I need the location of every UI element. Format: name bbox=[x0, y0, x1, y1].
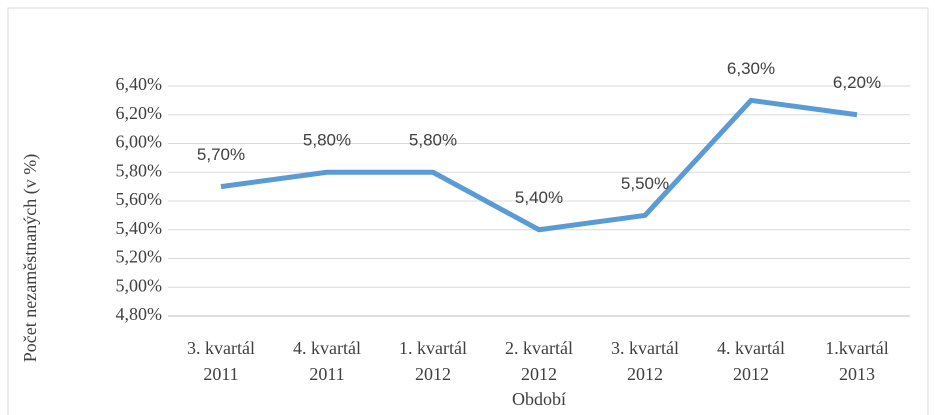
y-tick-label: 5,60% bbox=[116, 189, 163, 209]
data-label: 5,80% bbox=[409, 131, 457, 150]
x-tick-label: 1.kvartál 2013 bbox=[825, 338, 888, 384]
data-label: 5,40% bbox=[515, 188, 563, 207]
x-tick-line: 1. kvartál bbox=[399, 338, 467, 358]
x-tick-label: 4. kvartál 2012 bbox=[717, 338, 785, 384]
data-label: 5,70% bbox=[197, 145, 245, 164]
x-tick-line: 4. kvartál bbox=[717, 338, 785, 358]
x-tick-line: 2011 bbox=[309, 364, 344, 384]
y-tick-label: 5,20% bbox=[116, 247, 163, 267]
x-tick-label: 4. kvartál 2011 bbox=[293, 338, 361, 384]
data-label: 6,30% bbox=[727, 59, 775, 78]
x-tick-label: 3. kvartál 2011 bbox=[187, 338, 255, 384]
x-tick-line: 1.kvartál bbox=[825, 338, 888, 358]
x-tick-line: 2012 bbox=[415, 364, 451, 384]
x-tick-line: 3. kvartál bbox=[187, 338, 255, 358]
y-tick-label: 5,40% bbox=[116, 218, 163, 238]
chart-border bbox=[7, 7, 929, 415]
x-tick-label: 3. kvartál 2012 bbox=[611, 338, 679, 384]
x-tick-line: 4. kvartál bbox=[293, 338, 361, 358]
data-label: 6,20% bbox=[833, 73, 881, 92]
x-tick-line: 2012 bbox=[733, 364, 769, 384]
x-tick-line: 3. kvartál bbox=[611, 338, 679, 358]
y-tick-label: 6,20% bbox=[116, 103, 163, 123]
x-tick-line: 2. kvartál bbox=[505, 338, 573, 358]
line bbox=[220, 97, 858, 233]
x-tick-label: 1. kvartál 2012 bbox=[399, 338, 467, 384]
x-axis-title: Období bbox=[512, 389, 566, 409]
y-tick-label: 6,40% bbox=[116, 74, 163, 94]
x-tick-line: 2012 bbox=[627, 364, 663, 384]
y-axis-title: Počet nezaměstnaných (v %) bbox=[20, 154, 41, 362]
data-label: 5,80% bbox=[303, 131, 351, 150]
y-tick-label: 4,80% bbox=[116, 304, 163, 324]
x-tick-label: 2. kvartál 2012 bbox=[505, 338, 573, 384]
data-label: 5,50% bbox=[621, 174, 669, 193]
y-tick-label: 5,80% bbox=[116, 160, 163, 180]
y-tick-label: 6,00% bbox=[116, 132, 163, 152]
x-tick-line: 2011 bbox=[203, 364, 238, 384]
x-tick-line: 2013 bbox=[839, 364, 875, 384]
y-tick-label: 5,00% bbox=[116, 275, 163, 295]
x-tick-line: 2012 bbox=[521, 364, 557, 384]
